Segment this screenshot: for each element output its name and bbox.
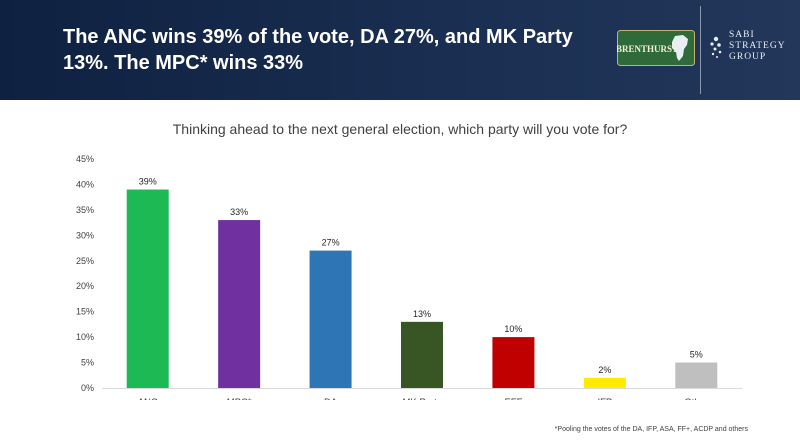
bar (309, 250, 352, 388)
x-tick-label: MK Party (402, 397, 441, 400)
bar (126, 189, 169, 388)
y-tick-label: 15% (76, 307, 94, 317)
bar (401, 321, 443, 388)
logo-divider (700, 6, 701, 94)
y-tick-label: 25% (76, 256, 94, 266)
x-tick-label: DA (324, 397, 338, 400)
bar (583, 377, 626, 388)
data-label: 10% (504, 324, 522, 334)
data-label: 27% (322, 238, 340, 248)
sabi-logo-mark (710, 36, 722, 58)
x-tick-label: Other (684, 397, 708, 400)
bar (492, 337, 535, 388)
sabi-logo-line: STRATEGY (729, 41, 786, 51)
data-label: 2% (598, 365, 611, 375)
y-tick-label: 20% (76, 281, 94, 291)
data-label: 39% (139, 177, 157, 187)
x-tick-label: MPC* (227, 397, 252, 400)
y-tick-label: 5% (81, 358, 94, 368)
brenthurst-logo-text: BRENTHURST (617, 44, 678, 54)
chart-title: Thinking ahead to the next general elect… (172, 121, 628, 137)
y-tick-label: 30% (76, 230, 94, 240)
bar-chart: 0% 5% 10% 15% 20% 25% 30% 35% 40% 45% 39% ANC 33% MPC… (76, 154, 742, 400)
x-tick-label: EFF (504, 397, 522, 400)
x-tick-label: IFP (597, 397, 612, 400)
y-tick-label: 35% (76, 205, 94, 215)
y-tick-label: 40% (76, 179, 94, 189)
y-tick-label: 10% (76, 332, 94, 342)
data-label: 5% (690, 350, 703, 360)
data-label: 13% (413, 309, 431, 319)
bar (218, 220, 261, 388)
header-banner: The ANC wins 39% of the vote, DA 27%, an… (0, 0, 800, 100)
sabi-logo-line: GROUP (729, 52, 767, 62)
sabi-logo-text: SABI STRATEGY GROUP (729, 30, 786, 63)
y-tick-label: 45% (76, 154, 94, 164)
y-tick-label: 0% (81, 383, 94, 393)
bar (675, 362, 718, 388)
footnote: *Pooling the votes of the DA, IFP, ASA, … (554, 426, 748, 433)
x-tick-label: ANC (138, 397, 158, 400)
data-label: 33% (230, 207, 248, 217)
brenthurst-logo: BRENTHURST (617, 30, 695, 66)
page-title: The ANC wins 39% of the vote, DA 27%, an… (63, 26, 573, 74)
sabi-logo-line: SABI (729, 30, 755, 40)
